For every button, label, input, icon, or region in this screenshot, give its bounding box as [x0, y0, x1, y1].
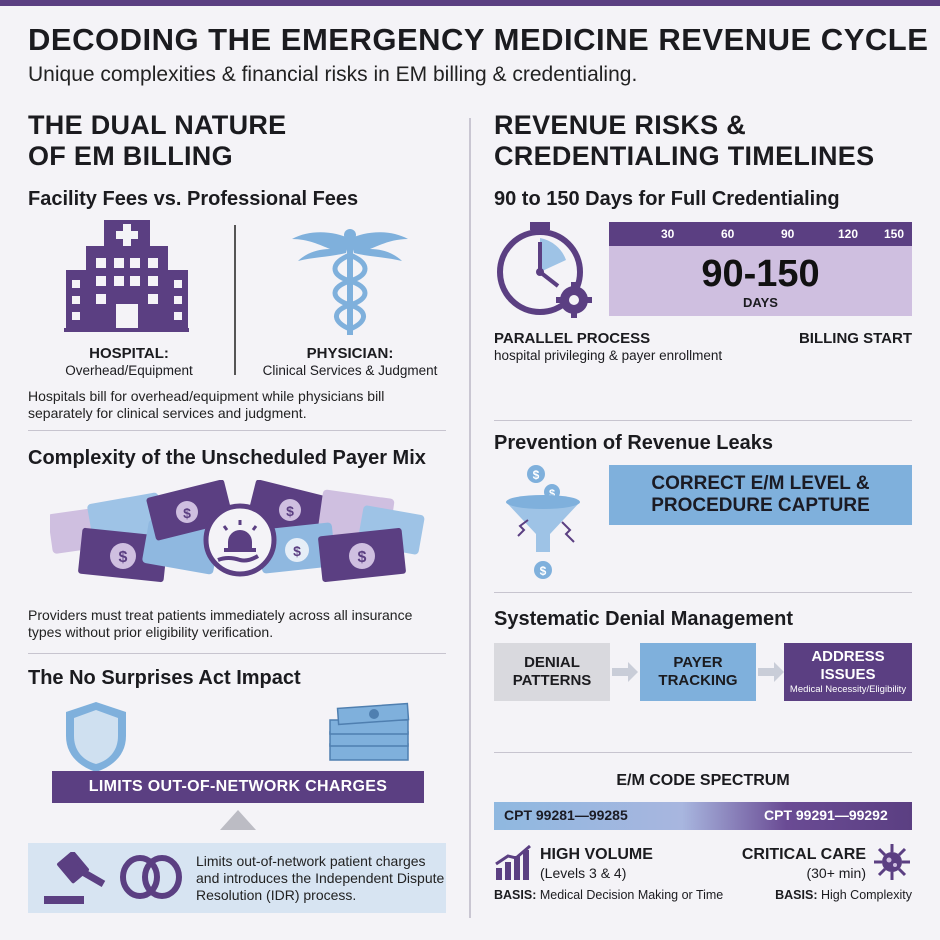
basis-label: BASIS:	[494, 888, 537, 902]
gear-icon	[556, 282, 592, 318]
em-capture-line-2: PROCEDURE CAPTURE	[651, 495, 870, 516]
basis-value: Medical Decision Making or Time	[539, 888, 724, 902]
tick-150: 150	[884, 227, 905, 241]
left-section-title-line-2: OF EM BILLING	[28, 141, 233, 171]
tick-30: 30	[661, 227, 675, 241]
em-left-sub: (Levels 3 & 4)	[540, 865, 627, 881]
physician-label: PHYSICIAN:	[306, 345, 394, 362]
physician-sublabel: Clinical Services & Judgment	[262, 363, 438, 378]
funnel-leak-icon: $ $ $	[506, 465, 580, 579]
svg-text:$: $	[540, 564, 547, 578]
interlocked-rings-icon	[120, 855, 182, 899]
basis-value: High Complexity	[820, 888, 912, 902]
payer-mix-illustration: $ $ $ $ $	[50, 480, 425, 583]
em-spectrum-heading: E/M CODE SPECTRUM	[616, 772, 790, 789]
tick-60: 60	[721, 227, 735, 241]
nsa-banner: LIMITS OUT-OF-NETWORK CHARGES	[52, 771, 424, 803]
page-subtitle: Unique complexities & financial risks in…	[28, 63, 638, 86]
flow-step-line: TRACKING	[658, 672, 738, 689]
right-section-title: REVENUE RISKS & CREDENTIALING TIMELINES	[494, 110, 874, 172]
em-right-title: CRITICAL CARE	[741, 846, 866, 863]
timeline-scale-bar	[609, 222, 912, 246]
nsa-heading: The No Surprises Act Impact	[28, 667, 301, 689]
parallel-process-sub: hospital privileging & payer enrollment	[494, 348, 723, 363]
nsa-description: Limits out-of-network patient charges an…	[196, 853, 445, 903]
shield-icon	[66, 702, 126, 772]
payer-mix-heading: Complexity of the Unscheduled Payer Mix	[28, 447, 426, 469]
right-section-title-line-2: CREDENTIALING TIMELINES	[494, 141, 875, 171]
stopwatch-icon	[497, 222, 592, 318]
page-title: DECODING THE EMERGENCY MEDICINE REVENUE …	[28, 22, 929, 57]
fees-divider	[234, 225, 236, 375]
em-capture-line-1: CORRECT E/M LEVEL &	[651, 473, 870, 494]
flow-step-denial-patterns: DENIAL PATTERNS	[494, 643, 610, 701]
hospital-sublabel: Overhead/Equipment	[65, 363, 193, 378]
svg-text:$: $	[293, 543, 301, 559]
emergency-alarm-hand-icon	[203, 503, 277, 577]
virus-icon	[874, 844, 910, 880]
flow-step-line: ADDRESS	[811, 648, 885, 665]
divider	[28, 430, 446, 431]
em-left-code: CPT 99281—99285	[504, 807, 628, 823]
tick-90: 90	[781, 227, 795, 241]
right-section-title-line-1: REVENUE RISKS &	[494, 110, 747, 140]
credentialing-days-range: 90-150	[701, 253, 820, 295]
em-right-sub: (30+ min)	[806, 865, 866, 881]
flow-step-payer-tracking: PAYER TRACKING	[640, 643, 756, 701]
hospital-icon	[64, 220, 189, 332]
divider	[28, 653, 446, 654]
flow-arrow-icon	[758, 662, 784, 682]
flow-step-address-issues: ADDRESS ISSUES Medical Necessity/Eligibi…	[784, 643, 912, 701]
em-left-basis: BASIS: Medical Decision Making or Time	[494, 888, 723, 902]
flow-step-line: DENIAL	[524, 654, 580, 671]
em-right-code: CPT 99291—99292	[764, 807, 888, 823]
fees-heading: Facility Fees vs. Professional Fees	[28, 188, 359, 210]
billing-start-label: BILLING START	[798, 330, 912, 347]
em-capture-box: CORRECT E/M LEVEL & PROCEDURE CAPTURE	[609, 465, 912, 525]
svg-text:$: $	[286, 503, 294, 519]
denials-heading: Systematic Denial Management	[494, 608, 793, 630]
flow-step-line: ISSUES	[820, 666, 876, 683]
credentialing-heading: 90 to 150 Days for Full Credentialing	[494, 188, 840, 210]
pointer-triangle	[220, 810, 256, 830]
fees-description: Hospitals bill for overhead/equipment wh…	[28, 388, 385, 421]
column-divider	[469, 118, 471, 918]
em-right-basis: BASIS: High Complexity	[740, 888, 912, 902]
em-spectrum-bar	[494, 802, 912, 830]
divider	[494, 592, 912, 593]
basis-label: BASIS:	[775, 888, 818, 902]
leaks-heading: Prevention of Revenue Leaks	[494, 432, 773, 454]
tick-120: 120	[838, 227, 859, 241]
trending-up-chart-icon	[495, 844, 531, 880]
divider	[494, 752, 912, 753]
divider	[494, 420, 912, 421]
top-accent-bar	[0, 0, 940, 6]
svg-text:$: $	[358, 549, 367, 566]
credentialing-days-unit: DAYS	[743, 295, 778, 310]
parallel-process-label: PARALLEL PROCESS	[494, 330, 651, 347]
flow-arrow-icon	[612, 662, 638, 682]
gavel-icon	[44, 852, 106, 904]
em-left-title: HIGH VOLUME	[540, 846, 653, 863]
flow-step-line: PATTERNS	[512, 672, 592, 689]
hospital-label: HOSPITAL:	[89, 345, 169, 362]
left-section-title-line-1: THE DUAL NATURE	[28, 110, 287, 140]
svg-text:$: $	[549, 488, 555, 500]
caduceus-icon	[292, 229, 408, 335]
flow-step-line: PAYER	[673, 654, 723, 671]
cash-stack-icon	[329, 702, 410, 761]
svg-text:$: $	[183, 505, 191, 521]
left-section-title: THE DUAL NATURE OF EM BILLING	[28, 110, 287, 172]
flow-step-note: Medical Necessity/Eligibility	[789, 684, 907, 695]
payer-mix-description: Providers must treat patients immediatel…	[28, 607, 413, 640]
svg-text:$: $	[119, 549, 128, 566]
svg-text:$: $	[533, 468, 540, 482]
